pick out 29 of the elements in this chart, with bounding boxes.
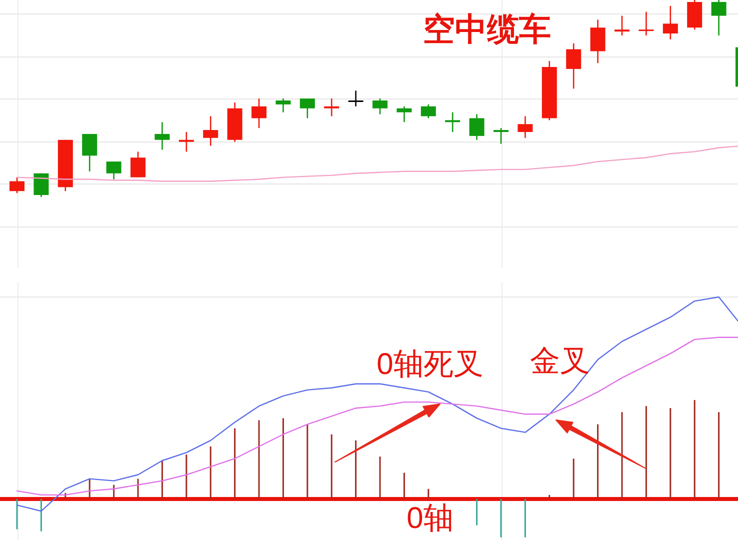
candlestick [420, 104, 436, 119]
candlestick [178, 131, 194, 152]
candlestick [469, 114, 484, 141]
candlestick [106, 160, 122, 180]
candlestick [10, 176, 24, 194]
annotation: 空中缆车 [423, 10, 551, 48]
annotation: 金叉 [530, 345, 590, 378]
candlestick [348, 90, 364, 108]
candlestick [130, 151, 146, 178]
candlestick [711, 0, 726, 36]
candlestick [300, 98, 315, 119]
candlestick [252, 98, 266, 129]
candlestick [82, 133, 98, 172]
candlestick [494, 127, 508, 144]
candlestick [638, 11, 654, 36]
candlestick [662, 5, 678, 40]
candlestick [372, 98, 388, 115]
candlestick [396, 106, 412, 123]
ref-line-label: 0轴 [406, 502, 454, 535]
candlestick [154, 121, 170, 150]
candlestick [445, 112, 460, 133]
candlestick [203, 116, 218, 146]
candlestick [590, 19, 606, 64]
annotation: 0轴死叉 [376, 348, 484, 381]
candlestick [566, 42, 582, 90]
candlestick [518, 116, 533, 139]
candlestick [276, 98, 291, 113]
candlestick [614, 15, 630, 36]
candlestick [324, 98, 340, 117]
